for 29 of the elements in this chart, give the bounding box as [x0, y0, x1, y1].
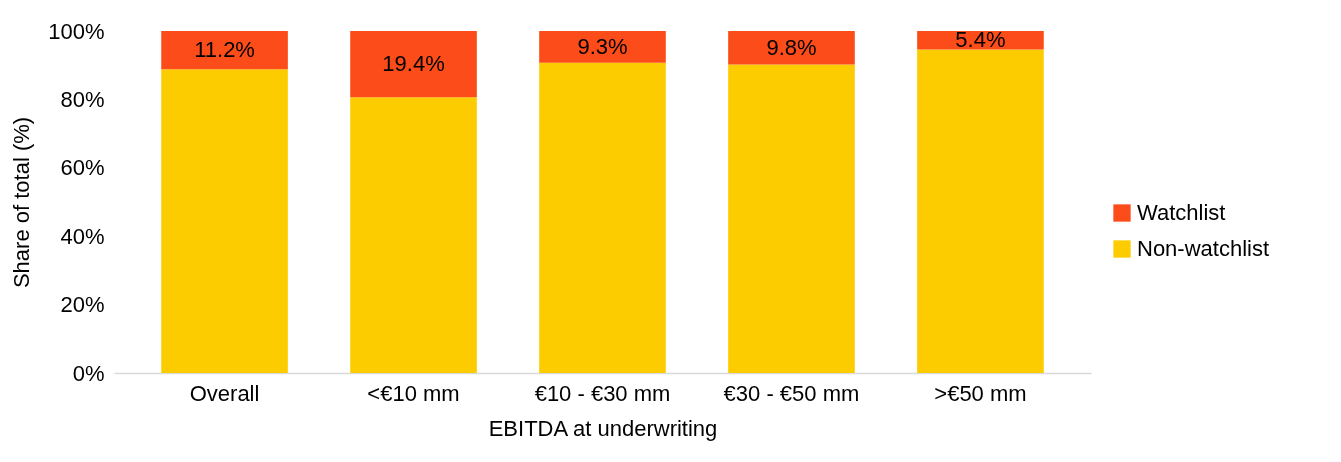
bar	[728, 64, 855, 373]
data-label: 19.4%	[382, 51, 445, 77]
x-tick-label: <€10 mm	[367, 380, 460, 406]
y-tick-label: 20%	[60, 292, 105, 318]
bar	[539, 31, 666, 63]
bar	[728, 31, 855, 65]
bar	[539, 62, 666, 373]
bar	[350, 31, 477, 98]
data-label: 9.3%	[577, 33, 628, 59]
bar	[161, 69, 288, 373]
y-tick-label: 100%	[48, 18, 105, 44]
y-tick-label: 60%	[60, 155, 105, 181]
x-tick-label: >€50 mm	[934, 380, 1027, 406]
y-tick-label: 40%	[60, 223, 105, 249]
data-label: 5.4%	[955, 27, 1006, 53]
y-tick-label: 0%	[72, 360, 105, 386]
y-axis-title: Share of total (%)	[9, 116, 35, 289]
x-tick-label: Overall	[189, 380, 260, 406]
x-tick-label: €10 - €30 mm	[534, 380, 671, 406]
legend-label: Non-watchlist	[1137, 236, 1270, 261]
bar	[350, 97, 477, 373]
data-label: 9.8%	[766, 34, 817, 60]
bar	[917, 49, 1044, 373]
legend-label: Watchlist	[1137, 200, 1226, 225]
data-label: 11.2%	[194, 37, 255, 63]
x-tick-label: €30 - €50 mm	[723, 380, 860, 406]
bar	[161, 31, 288, 70]
y-tick-label: 80%	[60, 86, 105, 112]
x-axis-title: EBITDA at underwriting	[488, 415, 718, 441]
